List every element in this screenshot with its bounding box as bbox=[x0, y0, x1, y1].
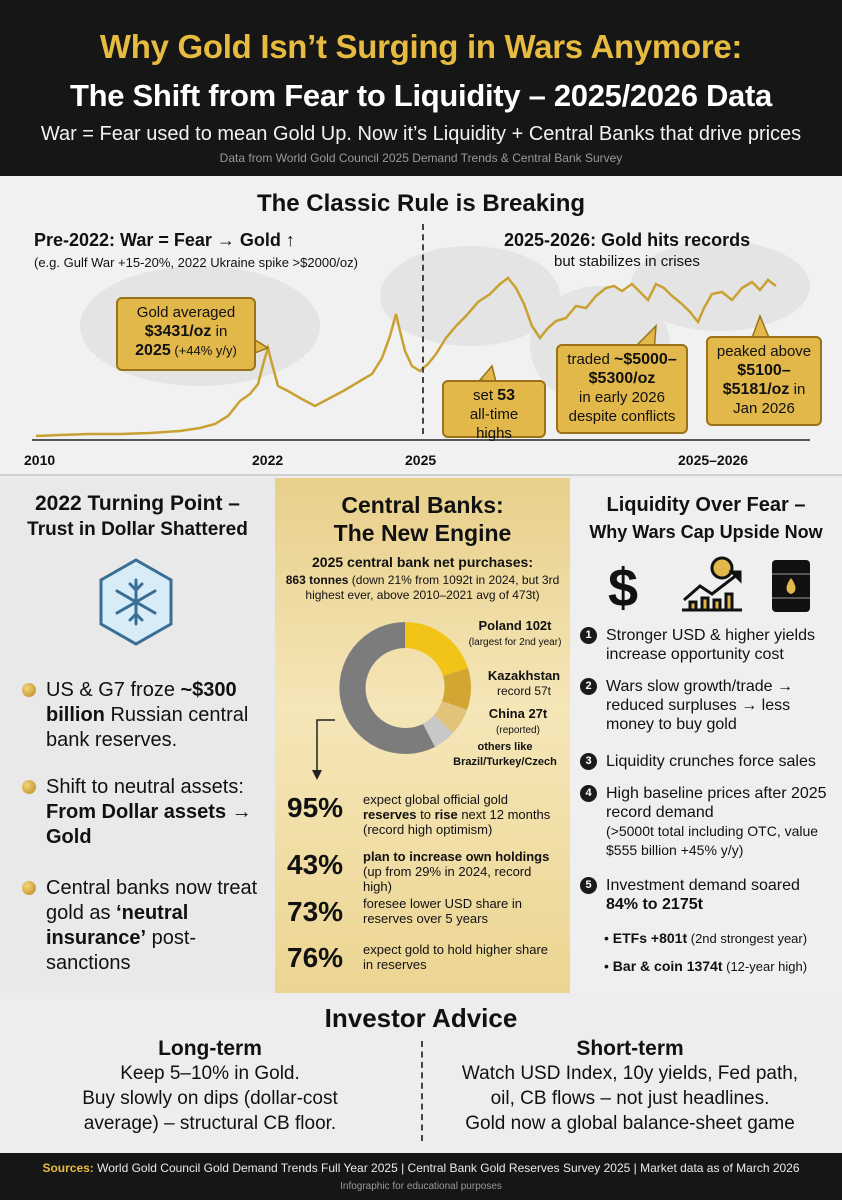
post-2025-note: but stabilizes in crises bbox=[554, 253, 700, 270]
label-others: others like Brazil/Turkey/Czech bbox=[453, 741, 557, 768]
label-china: China 27t (reported) bbox=[488, 706, 548, 736]
advice-divider bbox=[421, 1041, 423, 1141]
frozen-snowflake-icon bbox=[99, 558, 173, 646]
turning-point-subtitle: Trust in Dollar Shattered bbox=[27, 519, 248, 540]
era-divider bbox=[422, 224, 424, 434]
classic-title: The Classic Rule is Breaking bbox=[256, 190, 586, 217]
turning-point-column: 2022 Turning Point – Trust in Dollar Sha… bbox=[0, 478, 275, 993]
donut-slice-others-light bbox=[423, 715, 453, 747]
post-2025-title: 2025-2026: Gold hits records bbox=[504, 230, 751, 250]
x-label-2010: 2010 bbox=[24, 452, 56, 468]
dollar-sign-icon: $ bbox=[608, 558, 638, 614]
callout-early-2026: traded ~$5000– $5300/oz in early 2026 de… bbox=[556, 344, 688, 434]
donut-slice-china bbox=[434, 701, 467, 733]
purchases-body: 863 tonnes (down 21% from 1092t in 2024,… bbox=[285, 573, 560, 602]
investor-advice-section: Investor Advice Long-term Keep 5–10% in … bbox=[0, 993, 842, 1153]
pointer-arrow bbox=[316, 719, 335, 774]
donut-slice-others bbox=[339, 622, 435, 754]
liquidity-title: Liquidity Over Fear – bbox=[606, 494, 806, 516]
pre-2022-title: Pre-2022: War = Fear → Gold ↑ bbox=[34, 230, 295, 250]
rising-chart-coin-icon bbox=[682, 556, 742, 612]
central-banks-title: Central Banks: bbox=[341, 492, 504, 518]
purchases-heading: 2025 central bank net purchases: bbox=[312, 554, 533, 570]
advice-title: Investor Advice bbox=[324, 1003, 518, 1033]
sub-bullet-bar-coin: • Bar & coin 1374t (12-year high) bbox=[604, 958, 808, 974]
sources-line: Sources: World Gold Council Gold Demand … bbox=[42, 1161, 800, 1175]
gold-coin-bullet-icon bbox=[22, 881, 36, 895]
donut-slice-kazakhstan bbox=[442, 668, 471, 710]
three-column-section: 2022 Turning Point – Trust in Dollar Sha… bbox=[0, 478, 842, 993]
liquidity-icons: $ bbox=[608, 556, 810, 614]
callout-all-time-highs: set 53 all-time highs bbox=[442, 380, 546, 442]
page-title-line2: The Shift from Fear to Liquidity – 2025/… bbox=[70, 78, 772, 113]
long-term-heading: Long-term bbox=[158, 1037, 262, 1060]
page-subtitle: War = Fear used to mean Gold Up. Now it’… bbox=[40, 123, 802, 145]
page-title-line1: Why Gold Isn’t Surging in Wars Anymore: bbox=[99, 28, 743, 65]
header-banner: Why Gold Isn’t Surging in Wars Anymore: … bbox=[0, 0, 842, 176]
label-kazakhstan: Kazakhstan record 57t bbox=[487, 668, 561, 698]
long-term-text: Keep 5–10% in Gold. Buy slowly on dips (d… bbox=[82, 1063, 338, 1134]
gold-price-line bbox=[35, 276, 777, 438]
gold-coin-bullet-icon bbox=[22, 683, 36, 697]
footer: Sources: World Gold Council Gold Demand … bbox=[0, 1153, 842, 1200]
purchases-donut-chart bbox=[312, 621, 471, 780]
donut-slice-poland bbox=[405, 621, 468, 676]
central-banks-column: Central Banks: The New Engine 2025 centr… bbox=[275, 478, 570, 993]
label-poland: Poland 102t (largest for 2nd year) bbox=[468, 618, 562, 648]
liquidity-subtitle: Why Wars Cap Upside Now bbox=[589, 522, 823, 542]
x-label-2025: 2025 bbox=[405, 452, 437, 468]
liquidity-column: Liquidity Over Fear – Why Wars Cap Upsid… bbox=[570, 478, 842, 993]
central-banks-subtitle: The New Engine bbox=[333, 520, 512, 546]
x-label-2022: 2022 bbox=[252, 452, 284, 468]
x-label-2025-2026: 2025–2026 bbox=[678, 452, 749, 468]
oil-barrel-icon bbox=[772, 560, 810, 612]
sub-bullet-etfs: • ETFs +801t (2nd strongest year) bbox=[604, 930, 808, 946]
callout-2025-average: Gold averaged $3431/oz in 2025 (+44% y/y… bbox=[116, 297, 256, 371]
callout-jan-2026-peak: peaked above $5100– $5181/oz in Jan 2026 bbox=[706, 336, 822, 426]
gold-coin-bullet-icon bbox=[22, 780, 36, 794]
short-term-text: Watch USD Index, 10y yields, Fed path, oi… bbox=[461, 1063, 799, 1134]
educational-note: Infographic for educational purposes bbox=[340, 1181, 502, 1192]
turning-point-title: 2022 Turning Point – bbox=[35, 492, 240, 515]
classic-rule-section: The Classic Rule is Breaking Pre-2022: W… bbox=[0, 176, 842, 476]
short-term-heading: Short-term bbox=[576, 1037, 684, 1060]
pre-2022-note: (e.g. Gulf War +15-20%, 2022 Ukraine spi… bbox=[34, 255, 358, 270]
source-note: Data from World Gold Council 2025 Demand… bbox=[219, 151, 623, 165]
